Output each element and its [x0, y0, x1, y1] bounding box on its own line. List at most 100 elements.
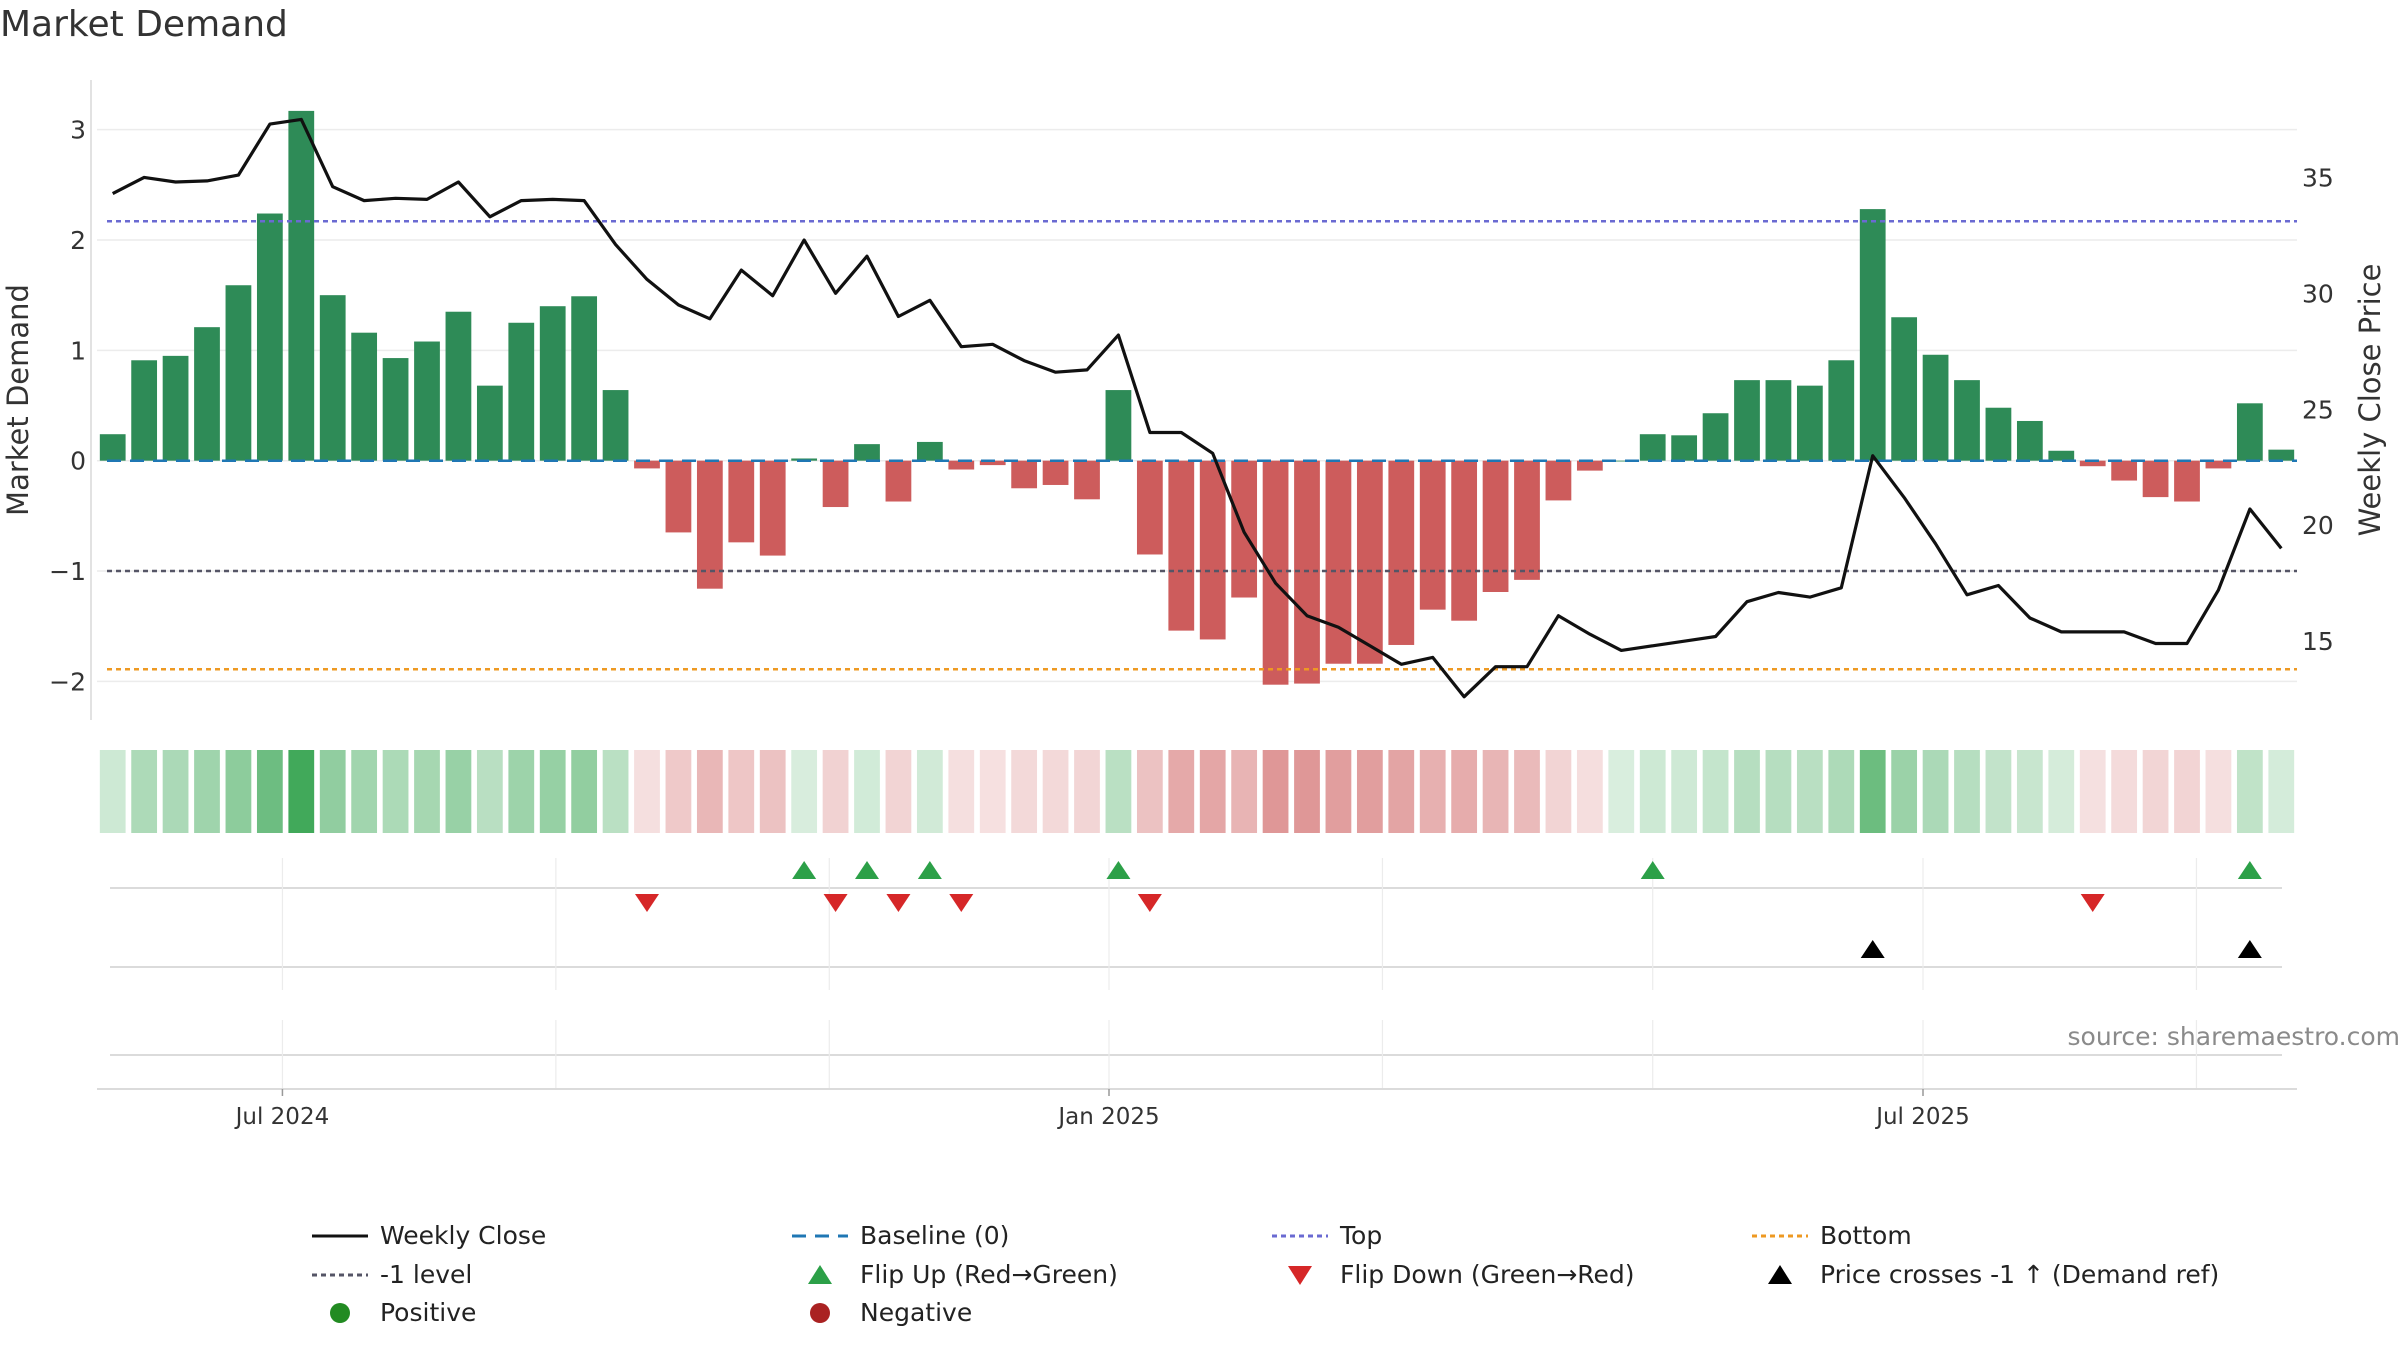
heat-cell [634, 750, 660, 833]
heat-cell [256, 750, 283, 833]
price-line-layer [111, 117, 2283, 699]
flip-down-marker [886, 894, 911, 912]
heat-cell [382, 750, 409, 833]
demand-bar [2236, 403, 2263, 461]
demand-bar [2048, 450, 2075, 461]
x-tick-label: Jan 2025 [1056, 1104, 1159, 1130]
heat-cell [854, 750, 880, 833]
demand-bar [319, 295, 346, 461]
demand-bar [1514, 460, 1540, 580]
heat-cell [1262, 750, 1289, 833]
heat-cell [1608, 750, 1635, 833]
heat-cell [1514, 750, 1540, 833]
demand-bar [2205, 460, 2232, 469]
demand-bar [414, 341, 440, 461]
flip-down-marker [1137, 894, 1162, 912]
demand-bar [916, 441, 943, 461]
flip-up-marker [2237, 861, 2262, 879]
flip-down-marker [823, 894, 848, 912]
demand-bar [1796, 385, 1823, 461]
demand-bar [948, 460, 975, 470]
y-tick-label: 2 [70, 226, 86, 255]
y-tick-label: −1 [49, 557, 86, 586]
demand-bar [2174, 460, 2200, 502]
heat-cell [1388, 750, 1415, 833]
flip-up-marker [1640, 861, 1665, 879]
heat-cell [1545, 750, 1572, 833]
demand-bar [131, 360, 158, 461]
flip-up-marker [1106, 861, 1131, 879]
demand-bar [728, 460, 755, 543]
weekly-close-line [111, 117, 2283, 699]
demand-bar [634, 460, 660, 469]
demand-bar [1042, 460, 1069, 485]
heat-cell [2174, 750, 2200, 833]
heat-cell [225, 750, 252, 833]
demand-bar [1388, 460, 1415, 645]
demand-bar [1074, 460, 1100, 500]
heat-cell [2111, 750, 2138, 833]
demand-bar [602, 390, 629, 461]
demand-bar [1419, 460, 1446, 610]
demand-bar [1011, 460, 1038, 489]
demand-bar [1859, 209, 1886, 461]
flip-down-marker [949, 894, 974, 912]
heat-cell [508, 750, 535, 833]
flip-down-marker [2080, 894, 2105, 912]
demand-bar [1734, 380, 1760, 461]
heat-cell [1042, 750, 1069, 833]
heat-cell [162, 750, 189, 833]
demand-bar [1702, 413, 1729, 461]
demand-bar [1136, 460, 1163, 555]
heat-cell [1765, 750, 1792, 833]
flip-up-marker [792, 861, 817, 879]
x-tick-label: Jul 2025 [1874, 1104, 1970, 1130]
heat-cell [602, 750, 629, 833]
demand-bar [1105, 390, 1132, 461]
heat-cell [1828, 750, 1855, 833]
heat-cell [2268, 750, 2295, 833]
heat-cell [979, 750, 1006, 833]
y-right-tick-label: 25 [2302, 395, 2334, 424]
heat-cell [571, 750, 598, 833]
demand-bar [162, 355, 189, 461]
demand-bar [1262, 460, 1289, 685]
heat-cell [414, 750, 440, 833]
flip-down-marker [635, 894, 659, 912]
heat-cell [1576, 750, 1603, 833]
heat-cell [1891, 750, 1918, 833]
demand-bar [1765, 380, 1792, 461]
y-tick-label: 3 [70, 116, 86, 145]
heat-cell [1325, 750, 1352, 833]
source-attribution: source: sharemaestro.com [2067, 1022, 2400, 1051]
heat-cell [728, 750, 755, 833]
demand-bar [571, 296, 598, 461]
heat-cell [1671, 750, 1698, 833]
heat-cell [2236, 750, 2263, 833]
y-axis-label-right: Weekly Close Price [2353, 264, 2387, 537]
heat-cell [948, 750, 975, 833]
heat-cell [1451, 750, 1478, 833]
demand-bar [1576, 460, 1603, 471]
demand-bar [1199, 460, 1226, 640]
heat-cell [2205, 750, 2232, 833]
heat-cell [1796, 750, 1823, 833]
demand-bar [2268, 449, 2295, 461]
demand-bar [665, 460, 692, 533]
demand-bar [256, 213, 283, 461]
heat-cell [1734, 750, 1760, 833]
heat-cell [1356, 750, 1383, 833]
demand-bar [1954, 380, 1980, 461]
heat-cell [2079, 750, 2106, 833]
heat-cell [2048, 750, 2075, 833]
heat-cell [1639, 750, 1666, 833]
heat-cell [822, 750, 849, 833]
y-right-tick-label: 35 [2302, 163, 2334, 192]
heat-cell [1922, 750, 1949, 833]
heat-cell [2016, 750, 2043, 833]
heat-cell [1011, 750, 1038, 833]
axis-layer: −2 −1 0 1 2 3 15 20 25 30 35 Market Demand Weekly Cl… [1, 80, 2387, 720]
demand-bar [1639, 434, 1666, 461]
demand-bar [225, 285, 252, 461]
